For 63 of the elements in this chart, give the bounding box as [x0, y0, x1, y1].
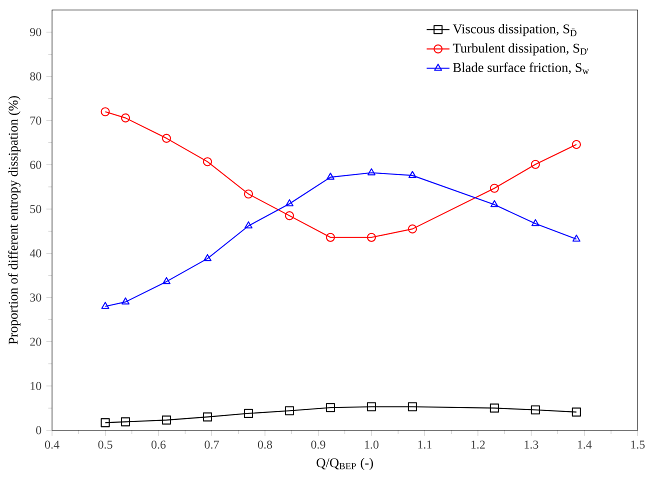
point: [408, 170, 416, 178]
x-tick-label: 1.1: [418, 440, 432, 449]
y-tick-label: 40: [30, 249, 42, 258]
x-tick-label: 1.3: [524, 440, 538, 449]
point: [122, 297, 130, 305]
y-tick-label: 0: [36, 426, 42, 434]
point: [572, 408, 581, 417]
x-tick-label: 1.2: [471, 440, 485, 449]
y-tick-label: 20: [30, 338, 42, 346]
point: [101, 302, 110, 309]
point: [490, 184, 499, 193]
x-axis-title: Q/Q$_{BEP}$ (-): [316, 458, 373, 470]
y-tick-label: 50: [30, 205, 42, 214]
point: [162, 277, 170, 284]
point: [326, 403, 336, 412]
x-tick-label: 1.4: [578, 440, 592, 449]
point: [326, 232, 336, 242]
x-tick-label: 0.5: [98, 440, 112, 449]
x-tick-label: 0.7: [204, 440, 219, 449]
legend-label: Turbulent dissipation, S$_{D'}$: [452, 43, 588, 56]
point: [531, 219, 540, 226]
point: [490, 404, 499, 413]
point: [203, 254, 212, 262]
point: [367, 168, 376, 176]
point: [120, 113, 130, 123]
point: [244, 221, 252, 228]
point: [162, 134, 172, 143]
legend-label: Blade surface friction, S$_{w}$: [453, 62, 589, 74]
point: [284, 211, 294, 220]
point: [100, 107, 110, 116]
point: [100, 418, 110, 428]
x-tick-label: 1.5: [631, 440, 645, 449]
x-tick-label: 0.9: [311, 440, 326, 449]
point: [490, 200, 498, 208]
point: [366, 232, 376, 242]
x-tick-label: 1.0: [365, 440, 379, 449]
x-tick-label: 0.6: [151, 440, 166, 449]
y-tick-label: 30: [30, 294, 42, 302]
point: [202, 157, 212, 166]
point: [572, 140, 581, 150]
legend-label: Viscous dissipation, S$_{D̄}$: [452, 24, 576, 36]
y-tick-label: 90: [30, 28, 42, 36]
point: [244, 190, 254, 199]
point: [572, 234, 580, 242]
x-tick-label: 0.4: [44, 440, 60, 449]
point: [120, 417, 130, 426]
point: [202, 412, 212, 422]
y-axis-title: Proportion of different entropy dissipation (%): [8, 96, 20, 344]
point: [530, 160, 540, 169]
y-tick-label: 70: [30, 116, 42, 125]
point: [366, 402, 376, 412]
point: [284, 406, 294, 416]
point: [408, 224, 417, 234]
point: [408, 402, 417, 412]
y-tick-label: 10: [30, 382, 42, 390]
point: [162, 416, 172, 425]
point: [244, 408, 254, 418]
point: [530, 405, 540, 414]
y-tick-label: 60: [30, 160, 42, 169]
point: [285, 199, 294, 206]
x-tick-label: 0.8: [258, 440, 272, 449]
point: [326, 172, 334, 180]
y-tick-label: 80: [30, 72, 42, 80]
